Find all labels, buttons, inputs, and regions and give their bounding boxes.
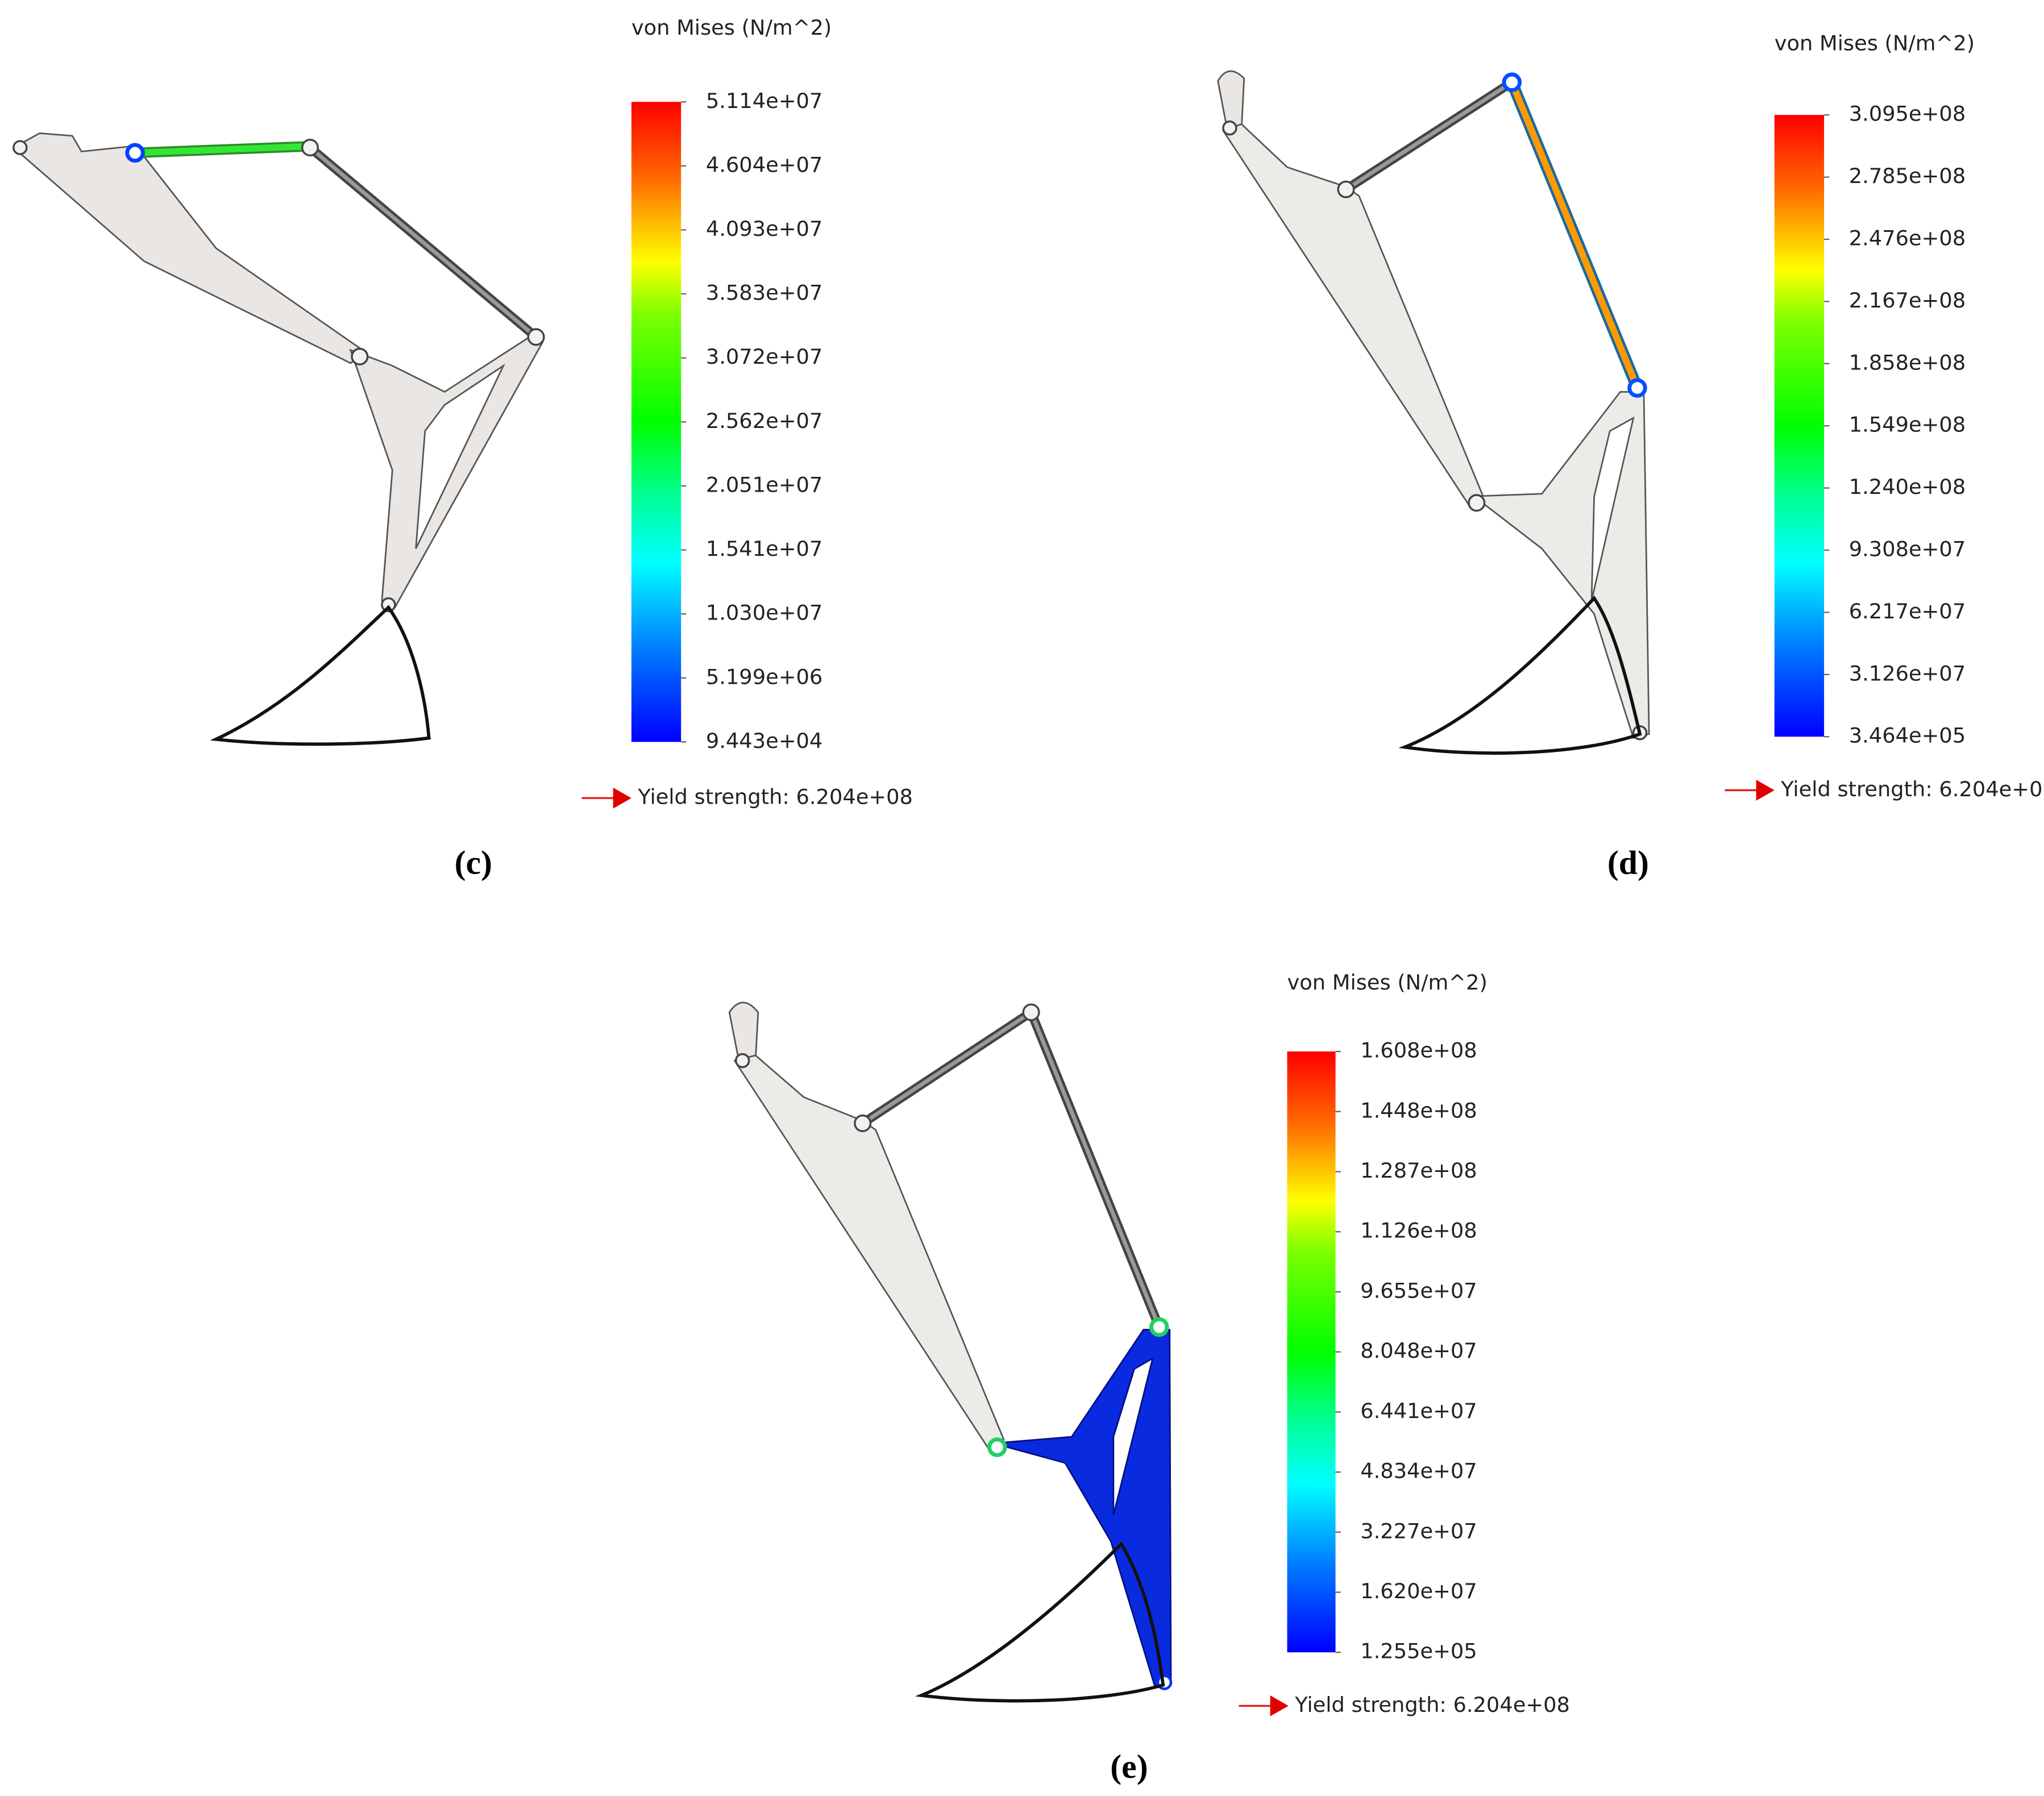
scale-tick-label: 1.549e+08: [1849, 413, 1966, 437]
panel-label: (d): [1607, 843, 1649, 881]
legend-title: von Mises (N/m^2): [1287, 970, 1488, 995]
scale-tick-label: 9.655e+07: [1360, 1278, 1477, 1303]
yield-strength: Yield strength: 6.204e+08: [1294, 1693, 1570, 1717]
scale-tick-label: 1.541e+07: [706, 537, 822, 561]
scale-tick-label: 3.072e+07: [706, 344, 822, 369]
scale-tick-label: 1.608e+08: [1360, 1038, 1477, 1063]
mechanism-c: [12, 132, 545, 746]
panel-label: (e): [1110, 1748, 1148, 1785]
color-bar: [1774, 115, 1825, 737]
yield-arrow-head: [613, 787, 632, 809]
scale-tick-label: 4.834e+07: [1360, 1459, 1477, 1483]
scale-tick-label: 8.048e+07: [1360, 1338, 1477, 1363]
scale-tick-label: 1.255e+05: [1360, 1639, 1477, 1664]
mechanism-e: [728, 1001, 1173, 1703]
scale-tick-label: 5.199e+06: [706, 664, 822, 689]
scale-tick-label: 1.858e+08: [1849, 350, 1966, 375]
yield-strength: Yield strength: 6.204e+08: [637, 785, 913, 809]
scale-tick-label: 6.441e+07: [1360, 1399, 1477, 1423]
scale-tick-label: 6.217e+07: [1849, 599, 1966, 623]
scale-tick-label: 1.287e+08: [1360, 1158, 1477, 1183]
panel-label: (c): [455, 843, 492, 881]
scale-tick-label: 1.448e+08: [1360, 1098, 1477, 1122]
legend-title: von Mises (N/m^2): [1775, 31, 1975, 56]
scale-tick-label: 4.093e+07: [706, 217, 822, 241]
scale-tick-label: 1.620e+07: [1360, 1579, 1477, 1603]
color-bar: [631, 102, 682, 742]
scale-tick-label: 3.583e+07: [706, 281, 822, 305]
scale-tick-label: 2.562e+07: [706, 409, 822, 433]
yield-strength: Yield strength: 6.204e+08: [1780, 777, 2044, 801]
color-bar: [1287, 1051, 1336, 1653]
scale-tick-label: 2.167e+08: [1849, 288, 1966, 313]
scale-tick-label: 2.785e+08: [1849, 164, 1966, 188]
yield-arrow-head: [1270, 1695, 1289, 1716]
scale-tick-label: 3.095e+08: [1849, 102, 1966, 126]
scale-tick-label: 2.476e+08: [1849, 226, 1966, 251]
scale-tick-label: 2.051e+07: [706, 472, 822, 497]
yield-arrow-head: [1756, 780, 1775, 801]
scale-tick-label: 3.464e+05: [1849, 724, 1966, 748]
scale-tick-label: 5.114e+07: [706, 89, 822, 113]
scale-tick-label: 3.227e+07: [1360, 1519, 1477, 1543]
scale-tick-label: 1.126e+08: [1360, 1219, 1477, 1243]
legend-title: von Mises (N/m^2): [632, 15, 832, 40]
mechanism-d: [1217, 70, 1650, 755]
scale-tick-label: 4.604e+07: [706, 152, 822, 177]
scale-tick-label: 9.308e+07: [1849, 537, 1966, 561]
scale-tick-label: 9.443e+04: [706, 729, 822, 753]
scale-tick-label: 1.240e+08: [1849, 475, 1966, 499]
scale-tick-label: 1.030e+07: [706, 601, 822, 625]
scale-tick-label: 3.126e+07: [1849, 661, 1966, 685]
